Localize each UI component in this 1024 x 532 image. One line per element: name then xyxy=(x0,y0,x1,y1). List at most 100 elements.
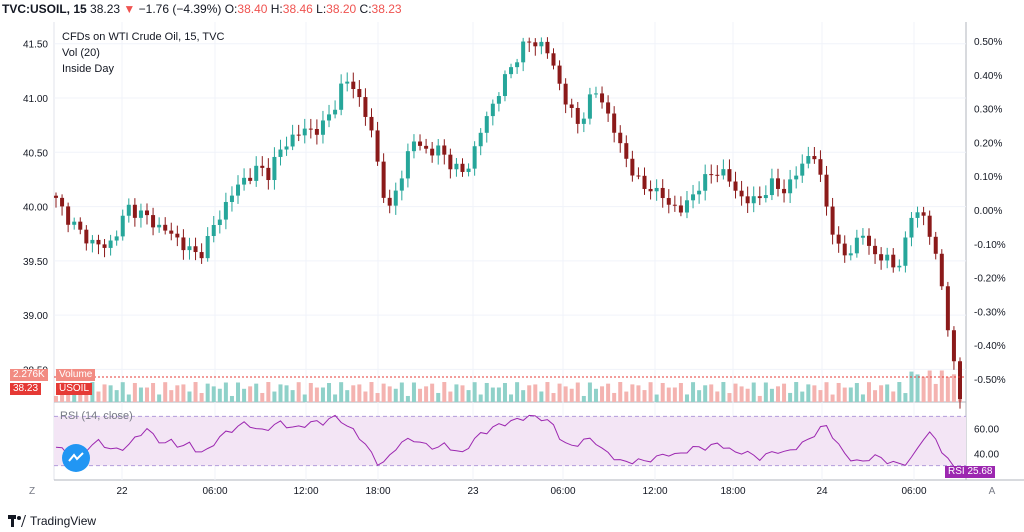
percent-tick-label: 0.50% xyxy=(974,37,1002,48)
volume-bar xyxy=(120,382,125,402)
volume-bar xyxy=(800,391,805,402)
volume-bar xyxy=(223,382,228,402)
candle-body xyxy=(205,236,210,259)
time-tick-label: 06:00 xyxy=(550,486,575,497)
zoom-button[interactable]: Z xyxy=(28,486,36,497)
candle-body xyxy=(539,41,544,47)
candle-body xyxy=(709,174,714,176)
rsi-tick-label: 60.00 xyxy=(974,425,999,436)
volume-bar xyxy=(387,386,392,402)
candle-body xyxy=(278,149,283,157)
candle-body xyxy=(387,197,392,206)
tradingview-logo[interactable]: TradingView xyxy=(8,514,96,528)
volume-tag: 2.276K xyxy=(10,369,48,381)
tradingview-badge-icon[interactable] xyxy=(62,444,90,472)
candle-body xyxy=(782,188,787,194)
candle-body xyxy=(175,233,180,238)
volume-bar xyxy=(933,383,938,402)
candle-body xyxy=(229,195,234,202)
volume-bar xyxy=(624,391,629,402)
volume-bar xyxy=(157,394,162,402)
candle-body xyxy=(484,116,489,133)
volume-legend[interactable]: Vol (20) xyxy=(62,47,100,59)
rsi-legend[interactable]: RSI (14, close) xyxy=(60,410,133,422)
volume-bar xyxy=(302,394,307,402)
volume-bar xyxy=(927,370,932,402)
candle-body xyxy=(945,286,950,331)
volume-bar xyxy=(618,382,623,402)
volume-bar xyxy=(660,382,665,402)
candle-body xyxy=(430,148,435,156)
candle-body xyxy=(818,159,823,175)
candle-body xyxy=(478,132,483,147)
chart-title[interactable]: CFDs on WTI Crude Oil, 15, TVC xyxy=(62,31,225,43)
close-label: C: xyxy=(359,2,372,16)
volume-bar xyxy=(763,382,768,402)
volume-bar xyxy=(405,395,410,402)
time-tick-label: 06:00 xyxy=(202,486,227,497)
auto-scale-button[interactable]: A xyxy=(988,486,996,497)
candle-body xyxy=(593,93,598,95)
percent-tick-label: 0.40% xyxy=(974,71,1002,82)
volume-bar xyxy=(199,393,204,402)
candle-body xyxy=(248,177,253,181)
volume-bar xyxy=(733,383,738,402)
symbol-label[interactable]: TVC:USOIL, 15 xyxy=(2,2,87,16)
volume-bar xyxy=(108,385,113,402)
candle-body xyxy=(672,204,677,206)
candle-body xyxy=(606,102,611,114)
volume-bar xyxy=(569,388,574,402)
time-tick-label: 23 xyxy=(467,486,479,497)
percent-tick-label: -0.40% xyxy=(974,341,1006,352)
candle-body xyxy=(860,235,865,238)
volume-bar xyxy=(606,383,611,402)
volume-bar xyxy=(757,395,762,402)
candle-body xyxy=(108,240,113,248)
candle-body xyxy=(612,113,617,133)
candle-body xyxy=(563,83,568,105)
volume-bar xyxy=(891,391,896,402)
candle-body xyxy=(897,265,902,268)
volume-bar xyxy=(96,391,101,402)
candle-body xyxy=(157,224,162,228)
volume-bar xyxy=(369,382,374,402)
volume-bar xyxy=(654,394,659,402)
candle-body xyxy=(600,93,605,103)
candle-body xyxy=(654,187,659,192)
volume-bar xyxy=(345,390,350,402)
volume-bar xyxy=(363,391,368,402)
volume-bar xyxy=(751,382,756,402)
inside-day-legend[interactable]: Inside Day xyxy=(62,63,114,75)
volume-bar xyxy=(739,386,744,402)
volume-bar xyxy=(145,387,150,402)
candle-body xyxy=(114,236,119,241)
volume-bar xyxy=(333,394,338,402)
volume-bar xyxy=(903,393,908,402)
candle-body xyxy=(533,42,538,47)
volume-bar xyxy=(169,390,174,402)
volume-bar xyxy=(945,376,950,402)
volume-tag-label: Volume xyxy=(56,369,96,381)
candle-body xyxy=(806,156,811,164)
candle-body xyxy=(933,236,938,254)
candle-body xyxy=(763,195,768,199)
candle-body xyxy=(211,224,216,237)
candle-body xyxy=(830,206,835,235)
candle-body xyxy=(169,230,174,234)
percent-tick-label: -0.20% xyxy=(974,274,1006,285)
candle-body xyxy=(939,253,944,287)
candle-body xyxy=(163,224,168,231)
candle-body xyxy=(66,206,71,225)
candle-body xyxy=(769,178,774,196)
volume-bar xyxy=(327,383,332,402)
volume-bar xyxy=(509,394,514,402)
candle-body xyxy=(284,146,289,150)
volume-bar xyxy=(229,395,234,402)
volume-bar xyxy=(248,386,253,402)
candle-body xyxy=(333,109,338,115)
time-tick-label: 22 xyxy=(116,486,128,497)
volume-bar xyxy=(478,394,483,402)
candle-body xyxy=(697,190,702,195)
price-tick-label: 40.50 xyxy=(23,148,48,159)
